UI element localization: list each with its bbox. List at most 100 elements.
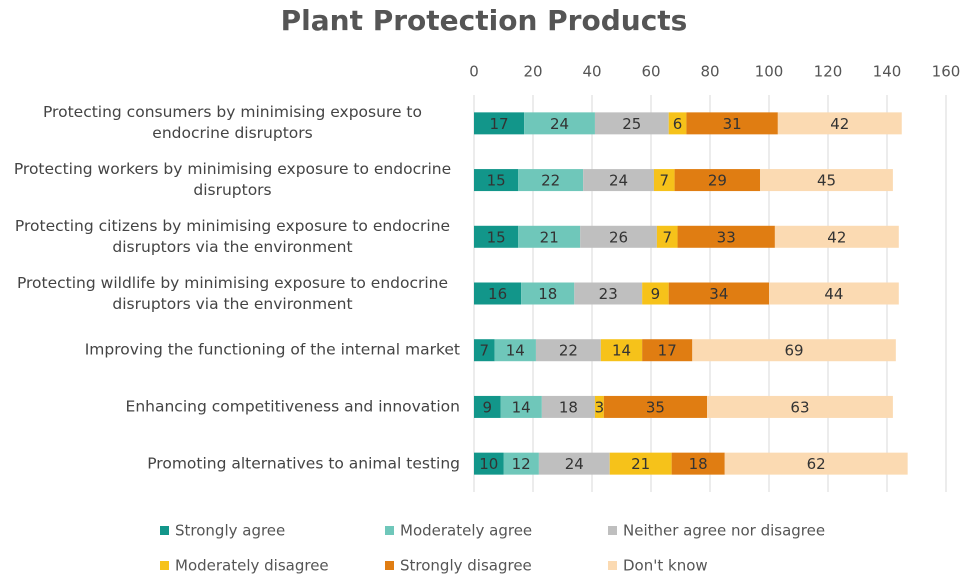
data-label: 10 [479,455,498,473]
data-label: 18 [559,398,578,416]
legend-swatch [608,561,617,570]
x-tick-label: 160 [932,63,961,81]
data-label: 69 [785,342,804,360]
bar-segment [674,169,761,192]
legend-label: Moderately agree [400,522,532,540]
category-label: Enhancing competitiveness and innovation [0,396,460,417]
data-label: 62 [807,455,826,473]
data-label: 17 [658,342,677,360]
bar-segment [494,339,536,362]
bar-segment [574,282,643,305]
legend-swatch [160,561,169,570]
data-label: 17 [490,115,509,133]
data-label: 9 [483,398,493,416]
category-text: Protecting consumers by minimising expos… [42,103,422,143]
legend-swatch [160,526,169,535]
data-label: 14 [512,398,531,416]
bar-segment [535,339,601,362]
bar-segment [474,452,504,475]
data-label: 35 [646,398,665,416]
x-tick-label: 20 [523,63,542,81]
bar-segment [474,112,525,135]
data-label: 34 [709,285,728,303]
bar-segment [518,225,581,248]
bar-segment [600,339,643,362]
bar-segment [769,282,899,305]
data-label: 45 [817,172,836,190]
data-label: 24 [550,115,569,133]
data-label: 63 [790,398,809,416]
x-tick-label: 80 [700,63,719,81]
bar-segment [594,112,669,135]
data-label: 24 [565,455,584,473]
data-label: 14 [612,342,631,360]
category-label: Protecting wildlife by minimising exposu… [0,273,460,315]
legend-label: Neither agree nor disagree [623,522,825,540]
data-label: 14 [506,342,525,360]
bar-segment [656,225,678,248]
data-label: 26 [609,228,628,246]
x-tick-label: 100 [755,63,784,81]
bar-segment [609,452,672,475]
bar-segment [668,112,687,135]
data-label: 9 [651,285,661,303]
bar-segment [724,452,908,475]
bar-segment [521,282,575,305]
bar-segment [777,112,902,135]
data-label: 42 [830,115,849,133]
bar-segment [474,282,522,305]
data-label: 7 [660,172,670,190]
bar-segment [594,395,604,418]
bar-segment [671,452,725,475]
bar-segment [707,395,893,418]
bar-segment [760,169,893,192]
bar-segment [580,225,657,248]
legend-label: Don't know [623,557,708,575]
category-text: Promoting alternatives to animal testing [147,454,460,473]
bar-segment [668,282,769,305]
bar-segment [774,225,899,248]
x-tick-label: 120 [814,63,843,81]
bar-segment [677,225,775,248]
legend-swatch [385,561,394,570]
category-label: Improving the functioning of the interna… [0,340,460,361]
category-text: Enhancing competitiveness and innovation [125,397,460,416]
data-label: 29 [708,172,727,190]
legend-label: Strongly disagree [400,557,532,575]
bar-segment [474,169,519,192]
legend-swatch [608,526,617,535]
legend-label: Moderately disagree [175,557,329,575]
bar-segment [686,112,778,135]
data-label: 18 [689,455,708,473]
category-text: Improving the functioning of the interna… [84,340,460,359]
x-tick-label: 60 [641,63,660,81]
data-label: 21 [631,455,650,473]
category-label: Protecting workers by minimising exposur… [0,159,460,201]
bar-segment [692,339,896,362]
bar-segment [653,169,675,192]
bar-segment [524,112,595,135]
bar-segment [541,395,595,418]
data-label: 12 [512,455,531,473]
x-tick-label: 0 [469,63,479,81]
bar-segment [503,452,539,475]
category-label: Promoting alternatives to animal testing [0,453,460,474]
bar-segment [603,395,708,418]
x-tick-label: 140 [873,63,902,81]
bar-segment [538,452,610,475]
data-label: 44 [824,285,843,303]
bar-segment [518,169,584,192]
data-label: 6 [673,115,683,133]
chart-title: Plant Protection Products [280,4,688,37]
legend-label: Strongly agree [175,522,285,540]
bar-segment [474,395,501,418]
data-label: 3 [595,398,605,416]
bar-segment [583,169,654,192]
category-label: Protecting citizens by minimising exposu… [0,216,460,258]
data-label: 16 [488,285,507,303]
bar-segment [474,225,519,248]
x-tick-label: 40 [582,63,601,81]
data-label: 22 [541,172,560,190]
bar-segment [474,339,495,362]
